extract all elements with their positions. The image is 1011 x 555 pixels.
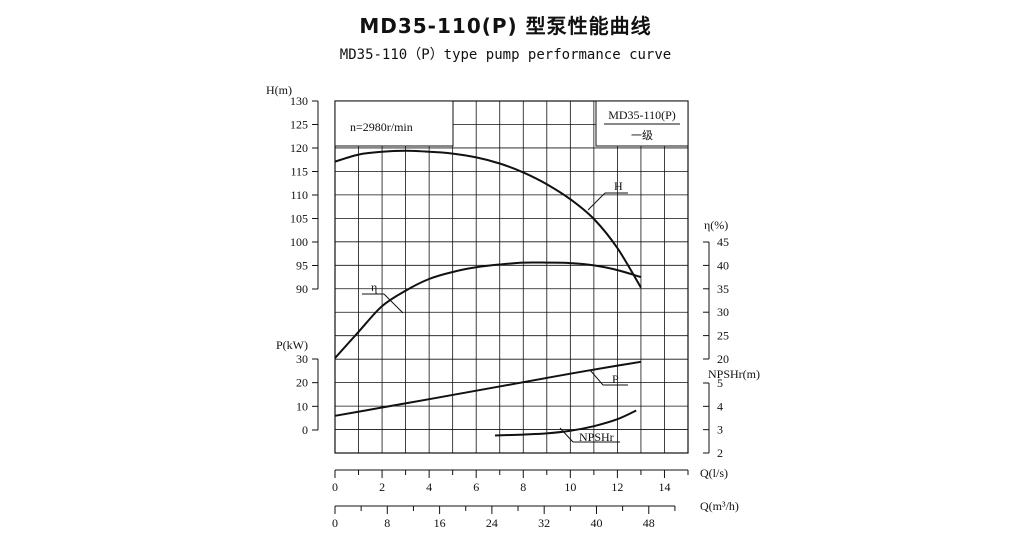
q-m3h-tick-label: 24 <box>486 516 498 530</box>
eta-label-leader <box>383 293 404 314</box>
h-tick-label: 120 <box>290 141 308 155</box>
p-curve-label: P <box>612 372 619 386</box>
model-box-stage: 一级 <box>631 129 653 142</box>
h-tick-label: 90 <box>296 282 308 296</box>
h-tick-label: 100 <box>290 235 308 249</box>
eta-axis-label: η(%) <box>704 218 728 232</box>
q-ls-tick-label: 8 <box>520 480 526 494</box>
eta-tick-label: 35 <box>717 282 729 296</box>
h-curve-label: H <box>614 179 623 193</box>
q-ls-tick-label: 10 <box>564 480 576 494</box>
q-m3h-tick-label: 0 <box>332 516 338 530</box>
chart-title: MD35-110(P) 型泵性能曲线 <box>359 14 652 38</box>
q-ls-tick-label: 14 <box>658 480 670 494</box>
npsh-curve <box>494 409 637 437</box>
eta-tick-label: 25 <box>717 329 729 343</box>
eta-tick-label: 30 <box>717 305 729 319</box>
eta-curve <box>334 261 642 359</box>
q-ls-axis-label: Q(l/s) <box>700 466 728 480</box>
h-curve <box>334 149 642 289</box>
q-ls-tick-label: 6 <box>473 480 479 494</box>
npsh-curve-label: NPSHr <box>579 430 614 444</box>
h-tick-label: 130 <box>290 94 308 108</box>
eta-curve-label: η <box>371 280 377 294</box>
q-m3h-tick-label: 16 <box>434 516 446 530</box>
npsh-tick-label: 5 <box>717 376 723 390</box>
speed-note: n=2980r/min <box>350 120 413 134</box>
q-m3h-tick-label: 8 <box>384 516 390 530</box>
p-axis-label: P(kW) <box>276 338 308 352</box>
q-ls-tick-label: 0 <box>332 480 338 494</box>
q-m3h-axis-label: Q(m³/h) <box>700 499 739 513</box>
q-ls-tick-label: 12 <box>611 480 623 494</box>
h-label-leader <box>587 192 606 211</box>
p-curve <box>334 360 642 417</box>
q-ls-tick-label: 2 <box>379 480 385 494</box>
npsh-tick-label: 4 <box>717 399 723 413</box>
p-label-leader <box>589 369 604 386</box>
h-tick-label: 105 <box>290 212 308 226</box>
npsh-tick-label: 2 <box>717 446 723 460</box>
chart-subtitle: MD35-110（P）type pump performance curve <box>339 47 672 63</box>
npsh-label-leader <box>559 427 574 443</box>
q-ls-tick-label: 4 <box>426 480 432 494</box>
speed-note-box <box>334 100 454 147</box>
model-box-model: MD35-110(P) <box>608 108 676 122</box>
npsh-tick-label: 3 <box>717 423 723 437</box>
eta-tick-label: 40 <box>717 258 729 272</box>
eta-tick-label: 20 <box>717 352 729 366</box>
q-m3h-tick-label: 48 <box>643 516 655 530</box>
p-tick-label: 30 <box>296 352 308 366</box>
h-axis-label: H(m) <box>266 83 292 97</box>
p-tick-label: 0 <box>302 423 308 437</box>
p-tick-label: 20 <box>296 376 308 390</box>
q-m3h-tick-label: 40 <box>590 516 602 530</box>
h-tick-label: 125 <box>290 118 308 132</box>
plot-frame <box>334 100 689 454</box>
h-tick-label: 110 <box>290 188 308 202</box>
p-tick-label: 10 <box>296 399 308 413</box>
eta-tick-label: 45 <box>717 235 729 249</box>
npsh-axis-label: NPSHr(m) <box>708 367 760 381</box>
h-tick-label: 95 <box>296 259 308 273</box>
h-tick-label: 115 <box>290 165 308 179</box>
q-m3h-tick-label: 32 <box>538 516 550 530</box>
